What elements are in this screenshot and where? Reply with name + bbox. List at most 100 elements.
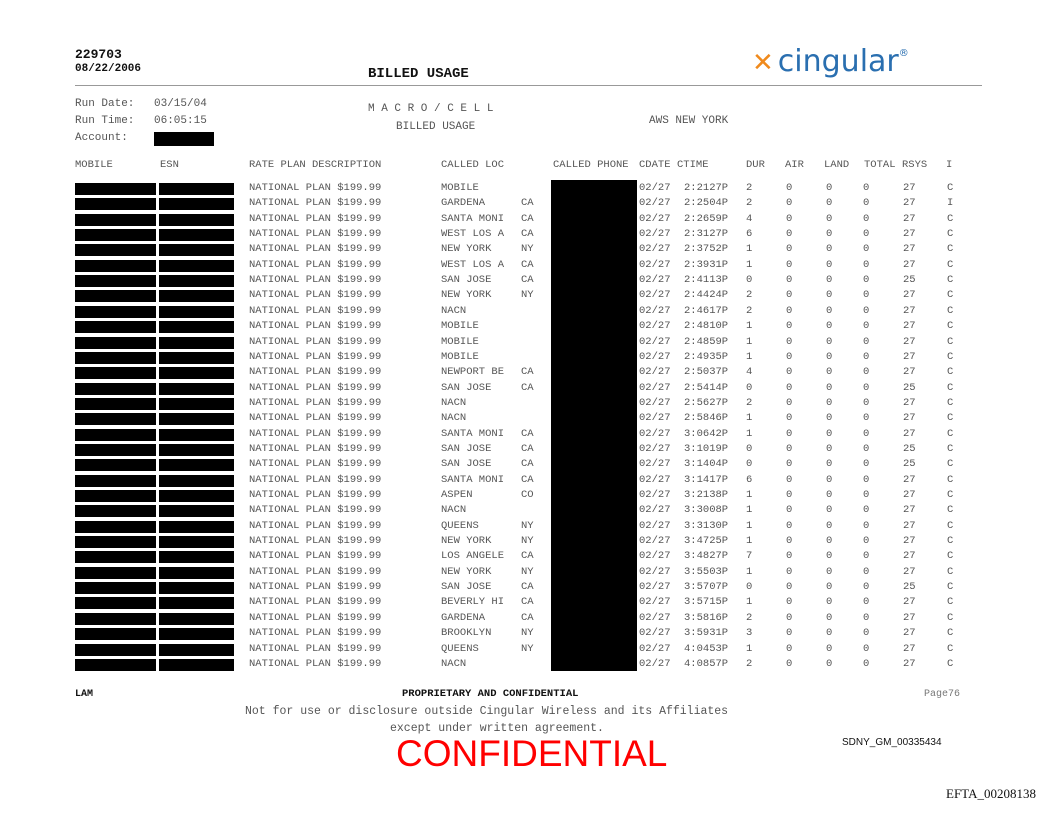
cell-i: C: [947, 504, 954, 517]
cell-total: 0: [863, 335, 870, 348]
cell-ctime: 2:4424P: [684, 289, 729, 302]
mobile-redaction: [75, 459, 156, 472]
cell-ctime: 2:4935P: [684, 350, 729, 363]
cell-rate-plan: NATIONAL PLAN $199.99: [249, 381, 382, 394]
cell-state: NY: [521, 627, 534, 640]
cell-cdate: 02/27: [639, 535, 671, 548]
cell-ctime: 3:5816P: [684, 611, 729, 624]
cell-called-loc: NACN: [441, 396, 467, 409]
cell-i: C: [947, 519, 954, 532]
cell-dur: 1: [746, 596, 753, 609]
cell-total: 0: [863, 182, 870, 194]
esn-redaction: [159, 505, 234, 518]
cell-total: 0: [863, 581, 870, 594]
cell-land: 0: [826, 212, 833, 225]
cell-called-loc: MOBILE: [441, 335, 479, 348]
cell-rsys: 25: [903, 381, 916, 394]
cell-cdate: 02/27: [639, 304, 671, 317]
cell-state: CA: [521, 212, 534, 225]
macro-cell: M A C R O / C E L L: [368, 103, 494, 115]
run-date: 03/15/04: [154, 98, 207, 110]
cell-called-loc: LOS ANGELE: [441, 550, 505, 563]
cell-rsys: 27: [903, 519, 916, 532]
esn-redaction: [159, 443, 234, 456]
mobile-redaction: [75, 566, 156, 579]
doc-id: 229703: [75, 47, 122, 62]
cell-dur: 2: [746, 657, 753, 670]
cell-ctime: 3:5707P: [684, 581, 729, 594]
cell-land: 0: [826, 289, 833, 302]
mobile-redaction: [75, 474, 156, 487]
cell-total: 0: [863, 350, 870, 363]
cell-called-loc: NACN: [441, 304, 467, 317]
cell-air: 0: [786, 473, 793, 486]
bates-number: SDNY_GM_00335434: [842, 737, 942, 748]
mobile-redaction: [75, 612, 156, 625]
cell-air: 0: [786, 657, 793, 670]
cell-ctime: 3:3130P: [684, 519, 729, 532]
cell-air: 0: [786, 642, 793, 655]
cell-cdate: 02/27: [639, 489, 671, 501]
cell-ctime: 3:1404P: [684, 458, 729, 471]
cell-called-loc: SAN JOSE: [441, 581, 492, 594]
cell-land: 0: [826, 366, 833, 379]
cell-total: 0: [863, 642, 870, 655]
cell-total: 0: [863, 274, 870, 287]
cell-called-loc: GARDENA: [441, 197, 486, 210]
cell-rate-plan: NATIONAL PLAN $199.99: [249, 611, 382, 624]
cell-air: 0: [786, 274, 793, 287]
esn-redaction: [159, 490, 234, 502]
cell-rsys: 27: [903, 197, 916, 210]
cell-land: 0: [826, 519, 833, 532]
cell-ctime: 2:2127P: [684, 182, 729, 194]
cell-air: 0: [786, 581, 793, 594]
column-header-rate-plan: RATE PLAN DESCRIPTION: [249, 159, 382, 171]
cell-i: C: [947, 442, 954, 455]
cell-air: 0: [786, 212, 793, 225]
mobile-redaction: [75, 490, 156, 502]
cell-ctime: 3:3008P: [684, 504, 729, 517]
cell-total: 0: [863, 304, 870, 317]
mobile-redaction: [75, 367, 156, 380]
cell-cdate: 02/27: [639, 350, 671, 363]
mobile-redaction: [75, 351, 156, 364]
cell-rate-plan: NATIONAL PLAN $199.99: [249, 442, 382, 455]
column-header-called-loc: CALLED LOC: [441, 159, 505, 171]
cell-rsys: 27: [903, 335, 916, 348]
cell-land: 0: [826, 427, 833, 440]
cell-cdate: 02/27: [639, 473, 671, 486]
cell-dur: 0: [746, 581, 753, 594]
cell-land: 0: [826, 197, 833, 210]
cell-i: C: [947, 320, 954, 333]
cell-ctime: 3:2138P: [684, 489, 729, 501]
cell-rsys: 27: [903, 427, 916, 440]
cell-land: 0: [826, 442, 833, 455]
cell-total: 0: [863, 565, 870, 578]
mobile-redaction: [75, 382, 156, 395]
cell-land: 0: [826, 657, 833, 670]
cell-dur: 0: [746, 442, 753, 455]
cell-called-loc: QUEENS: [441, 642, 479, 655]
esn-redaction: [159, 428, 234, 441]
cell-ctime: 2:4859P: [684, 335, 729, 348]
cell-cdate: 02/27: [639, 197, 671, 210]
cell-rate-plan: NATIONAL PLAN $199.99: [249, 197, 382, 210]
cell-i: C: [947, 427, 954, 440]
cell-state: NY: [521, 289, 534, 302]
cell-state: NY: [521, 565, 534, 578]
cell-total: 0: [863, 427, 870, 440]
cell-i: C: [947, 596, 954, 609]
cell-i: C: [947, 657, 954, 670]
esn-redaction: [159, 397, 234, 410]
cell-total: 0: [863, 320, 870, 333]
cell-land: 0: [826, 304, 833, 317]
cell-called-loc: NACN: [441, 657, 467, 670]
cell-total: 0: [863, 473, 870, 486]
cell-called-loc: NACN: [441, 504, 467, 517]
doc-date: 08/22/2006: [75, 63, 142, 75]
cell-i: C: [947, 535, 954, 548]
mobile-redaction: [75, 244, 156, 257]
cell-cdate: 02/27: [639, 442, 671, 455]
cell-cdate: 02/27: [639, 289, 671, 302]
esn-redaction: [159, 597, 234, 610]
